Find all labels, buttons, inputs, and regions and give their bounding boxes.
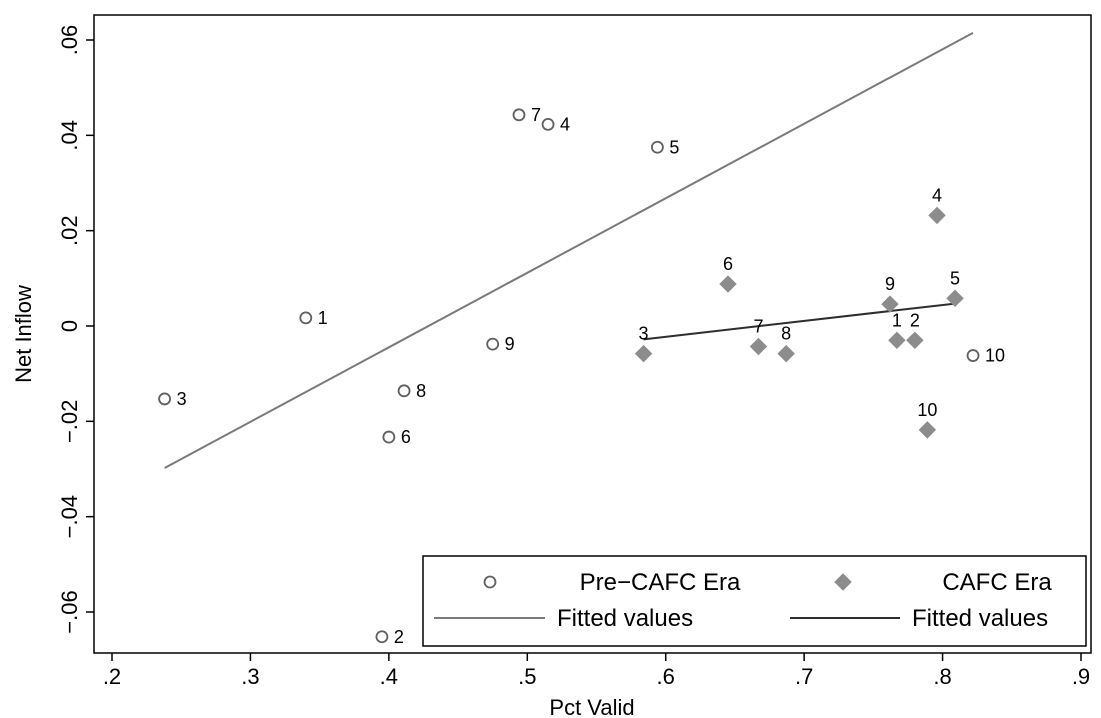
legend-cafc-label: CAFC Era bbox=[942, 569, 1052, 596]
pre-cafc-point bbox=[375, 630, 389, 644]
pre-cafc-point-label: 10 bbox=[985, 346, 1005, 366]
pre-cafc-point bbox=[382, 430, 396, 444]
y-tick-label: −.06 bbox=[57, 590, 82, 633]
pre-cafc-point-label: 9 bbox=[505, 334, 515, 354]
cafc-point-label: 10 bbox=[917, 400, 937, 420]
x-tick-label: .8 bbox=[933, 664, 951, 689]
legend-box bbox=[422, 555, 1087, 647]
fitted-line bbox=[643, 302, 956, 341]
x-tick-label: .3 bbox=[241, 664, 259, 689]
pre-cafc-point-label: 5 bbox=[669, 137, 679, 157]
fitted-line bbox=[164, 31, 974, 469]
fitted-lines bbox=[164, 31, 974, 469]
x-tick-label: .7 bbox=[795, 664, 813, 689]
x-tick-label: .4 bbox=[380, 664, 398, 689]
x-tick-label: .6 bbox=[657, 664, 675, 689]
pre-cafc-point bbox=[541, 117, 555, 131]
cafc-point-label: 1 bbox=[892, 310, 902, 330]
axes: .2 .3 .4 .5 .6 .7 .8 .9 .06 .04 .02 0 −.02 −.04 −.06 bbox=[57, 25, 1090, 689]
x-tick-label: .5 bbox=[518, 664, 536, 689]
plot-area bbox=[93, 14, 1092, 654]
cafc-point bbox=[777, 344, 795, 363]
pre-cafc-point-label: 1 bbox=[318, 308, 328, 328]
cafc-point-label: 9 bbox=[885, 274, 895, 294]
legend: Pre−CAFC Era CAFC Era Fitted values Fitted … bbox=[422, 555, 1087, 647]
y-tick-label: .06 bbox=[57, 25, 82, 56]
cafc-point-label: 5 bbox=[950, 268, 960, 288]
legend-fit-cafc-label: Fitted values bbox=[912, 605, 1048, 632]
cafc-point-label: 6 bbox=[723, 254, 733, 274]
cafc-point bbox=[888, 331, 906, 350]
pre-cafc-point-label: 2 bbox=[394, 627, 404, 647]
y-tick-label: .04 bbox=[57, 120, 82, 151]
cafc-point bbox=[906, 331, 924, 350]
cafc-point bbox=[749, 337, 768, 356]
cafc-point-label: 7 bbox=[753, 316, 763, 336]
legend-pre-cafc-symbol bbox=[483, 575, 497, 589]
pre-cafc-point bbox=[651, 140, 664, 154]
cafc-point bbox=[634, 344, 653, 363]
x-axis-title: Pct Valid bbox=[549, 695, 634, 718]
pre-cafc-point bbox=[486, 337, 500, 351]
y-tick-label: 0 bbox=[57, 320, 82, 332]
cafc-point-label: 8 bbox=[781, 324, 791, 344]
pre-cafc-point bbox=[397, 384, 411, 398]
y-tick-label: −.04 bbox=[57, 495, 82, 538]
cafc-point-label: 4 bbox=[932, 185, 942, 205]
x-tick-label: .2 bbox=[103, 664, 121, 689]
legend-cafc-symbol bbox=[834, 573, 852, 591]
y-tick-label: −.02 bbox=[57, 400, 82, 443]
cafc-point bbox=[881, 295, 899, 313]
pre-cafc-point bbox=[299, 311, 313, 325]
pre-cafc-point bbox=[512, 108, 526, 122]
y-tick-label: .02 bbox=[57, 215, 82, 246]
cafc-point bbox=[946, 289, 964, 308]
pre-cafc-point bbox=[158, 392, 172, 406]
cafc-point-label: 3 bbox=[639, 324, 649, 344]
y-axis-title: Net Inflow bbox=[11, 285, 36, 383]
x-tick-label: .9 bbox=[1072, 664, 1090, 689]
cafc-point bbox=[918, 421, 937, 439]
pre-cafc-point-label: 8 bbox=[416, 381, 426, 401]
pre-cafc-point bbox=[966, 349, 980, 362]
pre-cafc-point-label: 7 bbox=[531, 105, 541, 125]
cafc-point bbox=[719, 275, 737, 293]
pre-cafc-point-label: 6 bbox=[401, 427, 411, 447]
pre-cafc-point-label: 4 bbox=[560, 114, 570, 134]
legend-fit-pre-label: Fitted values bbox=[557, 605, 693, 632]
legend-pre-cafc-label: Pre−CAFC Era bbox=[580, 569, 741, 596]
pre-cafc-point-label: 3 bbox=[177, 389, 187, 409]
cafc-point bbox=[928, 206, 946, 225]
cafc-point-label: 2 bbox=[910, 310, 920, 330]
